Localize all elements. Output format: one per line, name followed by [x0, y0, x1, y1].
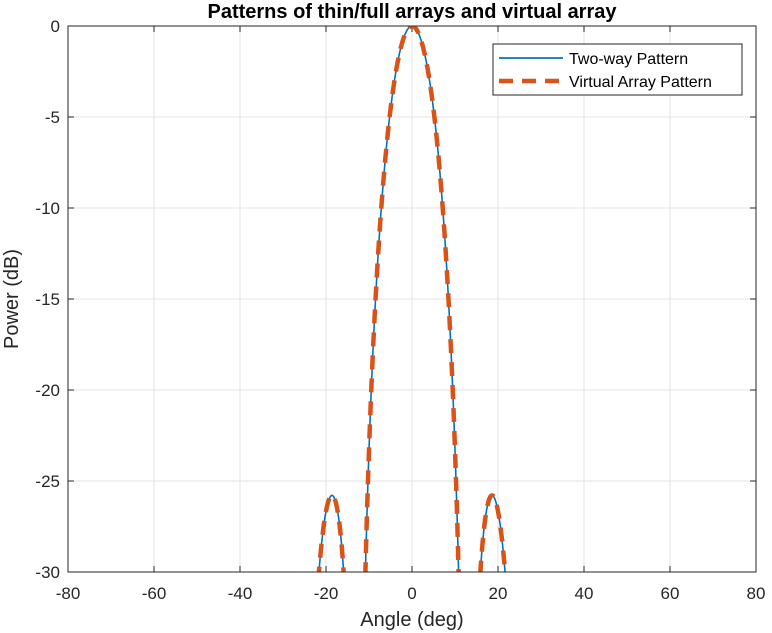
x-tick-label: -80 — [56, 584, 81, 603]
x-tick-label: -20 — [314, 584, 339, 603]
x-tick-label: 20 — [489, 584, 508, 603]
legend: Two-way Pattern Virtual Array Pattern — [492, 43, 743, 96]
y-tick-label: 0 — [51, 17, 60, 36]
x-tick-label: 40 — [575, 584, 594, 603]
legend-virtual-label: Virtual Array Pattern — [569, 74, 712, 91]
chart-title: Patterns of thin/full arrays and virtual… — [207, 1, 617, 23]
y-axis-label: Power (dB) — [1, 249, 23, 349]
y-axis-ticks: 0 -5 -10 -15 -20 -25 -30 — [35, 17, 756, 582]
x-tick-label: 80 — [747, 584, 766, 603]
x-tick-label: 0 — [407, 584, 416, 603]
y-tick-label: -20 — [35, 381, 60, 400]
y-tick-label: -5 — [45, 108, 60, 127]
x-tick-label: 60 — [661, 584, 680, 603]
x-tick-label: -40 — [228, 584, 253, 603]
y-tick-label: -10 — [35, 199, 60, 218]
legend-box — [492, 43, 743, 96]
y-tick-label: -30 — [35, 563, 60, 582]
legend-two-way-label: Two-way Pattern — [569, 51, 688, 68]
y-tick-label: -25 — [35, 472, 60, 491]
plot-frame — [67, 25, 757, 573]
x-axis-label: Angle (deg) — [360, 609, 463, 631]
x-axis-ticks: -80 -60 -40 -20 0 20 40 60 80 — [56, 26, 766, 603]
x-tick-label: -60 — [142, 584, 167, 603]
y-tick-label: -15 — [35, 290, 60, 309]
